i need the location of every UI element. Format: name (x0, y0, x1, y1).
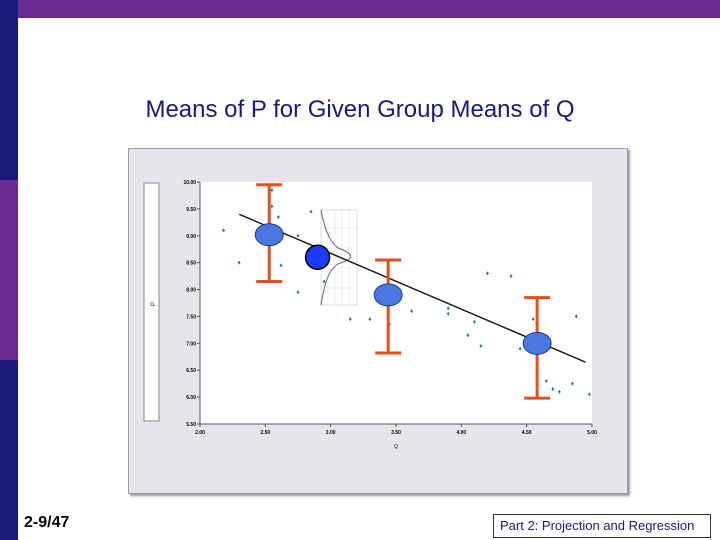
y-tick-label: 7.00 (186, 341, 196, 347)
scatter-point (296, 290, 300, 295)
scatter-point (472, 319, 476, 324)
footer-section-label: Part 2: Projection and Regression (493, 514, 711, 538)
normal-curve (320, 209, 352, 306)
y-tick-label: 5.50 (186, 422, 196, 428)
scatter-point (270, 204, 274, 209)
scatter-point (270, 188, 274, 193)
scatter-chart: P 10.00 9.50 9.00 8.50 8.00 7.50 7.00 6.50 6.00 5… (143, 180, 597, 450)
scatter-point (570, 381, 574, 386)
scatter-point (348, 317, 352, 322)
x-tick-label: 5.00 (587, 430, 597, 436)
scatter-point (309, 209, 313, 214)
y-tick-label: 8.00 (186, 288, 196, 294)
x-tick-label: 4.00 (456, 430, 466, 436)
y-tick-label: 7.50 (186, 314, 196, 320)
scatter-point (222, 228, 226, 233)
scatter-point (237, 260, 241, 265)
scatter-point (276, 214, 280, 219)
scatter-point (410, 309, 414, 314)
slide-number: 2-9/47 (24, 514, 70, 531)
scatter-point (296, 233, 300, 238)
x-tick-label: 2.50 (260, 430, 270, 436)
y-tick-label: 6.00 (186, 395, 196, 401)
y-tick-label: 10.00 (183, 180, 196, 186)
scatter-point (587, 392, 591, 397)
group-mean-marker (522, 331, 552, 355)
scatter-point (531, 317, 535, 322)
y-tick-label: 9.50 (186, 207, 196, 213)
scatter-point (557, 389, 561, 394)
top-accent-bar (0, 0, 720, 18)
left-accent-segment-top (0, 0, 18, 180)
x-tick-label: 2.00 (195, 430, 205, 436)
group-mean-marker (373, 283, 403, 307)
x-ticks: 2.00 2.50 3.00 3.50 4.00 4.50 5.00 (195, 424, 597, 436)
left-accent-segment-bottom (0, 360, 18, 540)
highlighted-mean-marker (304, 244, 331, 271)
scatter-point (322, 279, 326, 284)
group-means (254, 223, 552, 355)
scatter-point (509, 274, 513, 279)
y-tick-label: 9.00 (186, 234, 196, 240)
scatter-point (551, 387, 555, 392)
scatter-point (368, 317, 372, 322)
left-accent-segment-middle (0, 180, 18, 360)
y-ticks: 10.00 9.50 9.00 8.50 8.00 7.50 7.00 6.50 6.00 5.5… (183, 180, 200, 428)
scatter-point (466, 333, 470, 338)
scatter-point (479, 344, 483, 349)
x-tick-label: 3.50 (391, 430, 401, 436)
scatter-point (446, 306, 450, 311)
y-tick-label: 6.50 (186, 368, 196, 374)
scatter-point (485, 271, 489, 276)
y-axis-label-box (143, 182, 160, 422)
scatter-point (518, 346, 522, 351)
y-axis-label: P (151, 302, 157, 306)
scatter-point (574, 314, 578, 319)
scatter-point (446, 311, 450, 316)
scatter-point (279, 263, 283, 268)
slide-title: Means of P for Given Group Means of Q (145, 96, 575, 123)
x-axis-label: Q (394, 444, 398, 450)
group-mean-marker (254, 223, 284, 247)
y-tick-label: 8.50 (186, 261, 196, 267)
scatter-point (544, 378, 548, 383)
left-accent-bar (0, 0, 18, 540)
x-tick-label: 3.00 (326, 430, 336, 436)
x-tick-label: 4.50 (522, 430, 532, 436)
